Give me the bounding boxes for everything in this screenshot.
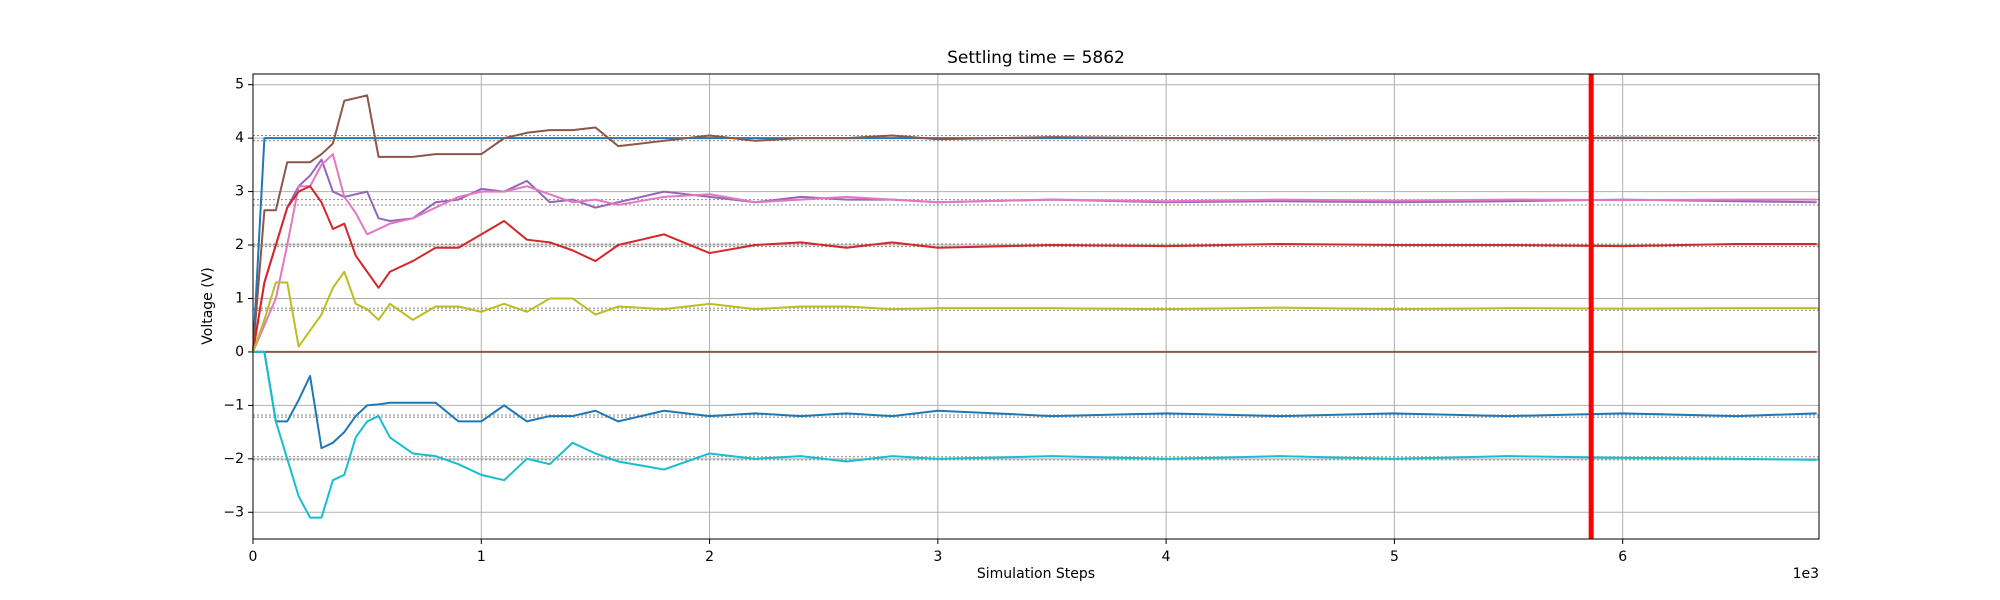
y-tick-label: 5 (235, 77, 244, 93)
y-tick-label: −1 (223, 397, 244, 413)
x-offset-label: 1e3 (1793, 566, 1819, 582)
y-axis-label: Voltage (V) (200, 267, 216, 344)
x-tick-label: 1 (477, 549, 486, 565)
plot-frame (252, 73, 1820, 540)
x-tick-label: 6 (1618, 549, 1627, 565)
y-tick-label: −3 (223, 504, 244, 520)
series-line (252, 185, 1817, 353)
y-tick-label: 2 (235, 237, 244, 253)
series-line (253, 350, 1817, 450)
series-line (253, 350, 1817, 519)
y-tick-label: 3 (235, 184, 244, 200)
series-line (252, 153, 1817, 353)
chart-title: Settling time = 5862 (947, 48, 1125, 68)
y-tick-label: 4 (235, 130, 244, 146)
series-line (252, 94, 1817, 353)
x-tick-label: 0 (249, 549, 258, 565)
x-axis-label: Simulation Steps (977, 566, 1095, 582)
series-line (252, 270, 1817, 353)
x-tick-label: 5 (1390, 549, 1399, 565)
x-tick-label: 2 (705, 549, 714, 565)
series-line (252, 158, 1817, 353)
x-tick-label: 3 (933, 549, 942, 565)
y-tick-label: 1 (235, 290, 244, 306)
x-tick-label: 4 (1162, 549, 1171, 565)
y-tick-label: 0 (235, 344, 244, 360)
y-tick-label: −2 (223, 451, 244, 467)
